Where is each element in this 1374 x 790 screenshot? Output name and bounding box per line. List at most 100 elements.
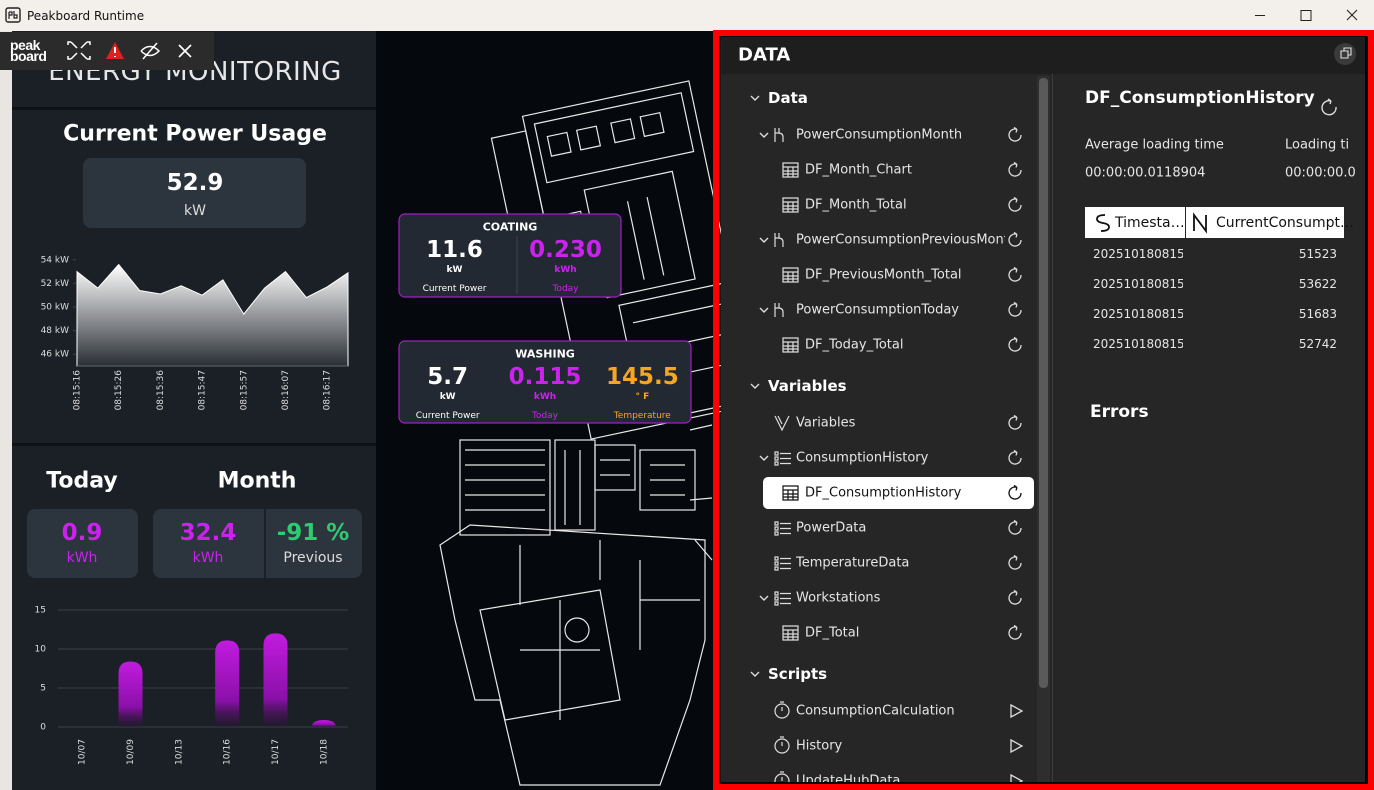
- tree-item[interactable]: History: [796, 739, 842, 754]
- expand-chevron: [751, 672, 759, 676]
- tree-item[interactable]: DF_ConsumptionHistory: [805, 486, 961, 501]
- tree-item[interactable]: Variables: [796, 416, 855, 431]
- list-icon: [775, 592, 791, 605]
- expand-chevron: [760, 596, 768, 600]
- refresh-button[interactable]: [1009, 337, 1021, 351]
- x-tick-label: 08:15:57: [239, 370, 249, 410]
- list-icon: [775, 522, 791, 535]
- tree-item[interactable]: TemperatureData: [796, 556, 909, 571]
- x-tick-label: 10/07: [78, 739, 88, 765]
- window-title: Peakboard Runtime: [27, 9, 144, 23]
- card-unit: kW: [447, 265, 463, 275]
- y-tick-label: 5: [40, 684, 46, 694]
- x-tick-label: 08:16:17: [323, 370, 333, 410]
- cell: 20251018081521: [1093, 307, 1183, 321]
- month-unit: kWh: [193, 550, 224, 566]
- card-title: WASHING: [515, 348, 575, 361]
- errors-heading: Errors: [1090, 402, 1149, 422]
- refresh-button[interactable]: [1009, 267, 1021, 281]
- refresh-button[interactable]: [1009, 520, 1021, 534]
- fullscreen-button[interactable]: [68, 42, 90, 59]
- tree-item[interactable]: DF_Total: [805, 626, 859, 641]
- refresh-button[interactable]: [1009, 625, 1021, 639]
- x-tick-label: 10/09: [126, 739, 136, 765]
- card-value: 145.5: [606, 364, 679, 390]
- hub-icon: [775, 128, 783, 142]
- refresh-button[interactable]: [1009, 415, 1021, 429]
- cell: 52742: [1299, 337, 1337, 351]
- refresh-button[interactable]: [1009, 450, 1021, 464]
- run-button[interactable]: [1011, 705, 1022, 717]
- stat-label: Loading ti: [1285, 138, 1349, 153]
- floorplan-wall: [440, 525, 705, 785]
- expand-chevron: [751, 96, 759, 100]
- hide-button[interactable]: [141, 43, 159, 59]
- x-tick-label: 10/18: [319, 739, 329, 765]
- refresh-button[interactable]: [1009, 127, 1021, 141]
- run-button[interactable]: [1011, 740, 1022, 752]
- tree-item[interactable]: DF_PreviousMonth_Total: [805, 268, 962, 283]
- card-label: Current Power: [416, 411, 480, 421]
- x-tick-label: 08:16:07: [281, 370, 291, 410]
- refresh-button[interactable]: [1009, 555, 1021, 569]
- tree-item[interactable]: DF_Month_Total: [805, 198, 907, 213]
- card-value: 11.6: [426, 237, 483, 263]
- refresh-button[interactable]: [1009, 197, 1021, 211]
- power-unit: kW: [184, 203, 206, 219]
- cell: 53622: [1299, 277, 1337, 291]
- column-header-text: Timesta…: [1115, 215, 1185, 231]
- tree-item[interactable]: PowerConsumptionPreviousMonth: [796, 233, 1005, 248]
- refresh-button[interactable]: [1322, 99, 1336, 115]
- section-heading: Month: [218, 469, 297, 494]
- refresh-button[interactable]: [1009, 162, 1021, 176]
- cell: 20251018081532: [1093, 247, 1183, 261]
- cell: 20251018081516: [1093, 337, 1183, 351]
- x-tick-label: 10/13: [174, 739, 184, 765]
- floorplan-room: [555, 440, 595, 530]
- scrollbar-thumb[interactable]: [1039, 78, 1048, 688]
- table-icon: [783, 198, 798, 212]
- card-label: Current Power: [423, 284, 487, 294]
- expand-chevron: [760, 133, 768, 137]
- month-change-label: Previous: [283, 550, 342, 566]
- logo-text: board: [10, 48, 46, 64]
- table-icon: [783, 268, 798, 282]
- cell: 20251018081526: [1093, 277, 1183, 291]
- tree-item[interactable]: DF_Month_Chart: [805, 163, 912, 178]
- floorplan-room: [595, 445, 635, 490]
- card-label: Today: [552, 284, 578, 294]
- x-tick-label: 10/17: [271, 739, 281, 765]
- script-icon: [775, 737, 789, 753]
- x-tick-label: 10/16: [223, 739, 233, 765]
- card-value: 0.230: [529, 237, 602, 263]
- refresh-button[interactable]: [1009, 302, 1021, 316]
- month-value: 32.4: [180, 520, 237, 546]
- tree-item[interactable]: PowerData: [796, 521, 866, 536]
- card-label: Temperature: [614, 411, 671, 421]
- popout-button[interactable]: [1334, 43, 1356, 65]
- refresh-button[interactable]: [1009, 590, 1021, 604]
- cell: 51523: [1299, 247, 1337, 261]
- tree-section: Data: [768, 89, 808, 107]
- y-tick-label: 10: [35, 645, 47, 655]
- x-tick-label: 08:15:26: [114, 370, 124, 411]
- cell: 51683: [1299, 307, 1337, 321]
- detail-title: DF_ConsumptionHistory: [1085, 88, 1315, 108]
- close-overlay-button[interactable]: [179, 45, 191, 57]
- tree-item[interactable]: Workstations: [796, 591, 880, 606]
- tree-section: Scripts: [768, 665, 827, 683]
- x-tick-label: 08:15:16: [73, 370, 83, 411]
- stat-value: 00:00:00.0: [1285, 166, 1356, 181]
- tree-item[interactable]: PowerConsumptionToday: [796, 303, 959, 318]
- floorplan-room: [460, 440, 550, 535]
- y-tick-label: 0: [40, 723, 46, 733]
- refresh-button[interactable]: [1009, 232, 1021, 246]
- y-tick-label: 15: [35, 606, 46, 616]
- tree-item[interactable]: ConsumptionCalculation: [796, 704, 955, 719]
- floorplan-detail: [480, 540, 700, 720]
- expand-chevron: [760, 238, 768, 242]
- tree-item[interactable]: DF_Today_Total: [805, 338, 903, 353]
- tree-item[interactable]: PowerConsumptionMonth: [796, 128, 962, 143]
- tree-item[interactable]: ConsumptionHistory: [796, 451, 928, 466]
